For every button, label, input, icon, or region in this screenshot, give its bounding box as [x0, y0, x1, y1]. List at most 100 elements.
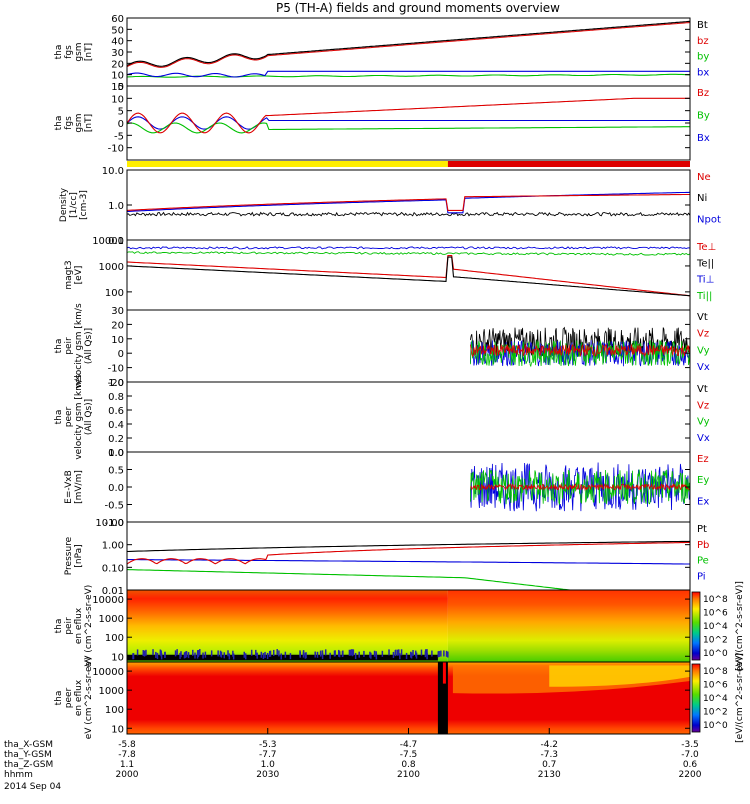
- plot-title: P5 (TH-A) fields and ground moments over…: [276, 1, 560, 15]
- series-bz: [127, 22, 690, 68]
- peir-noise-tick: [314, 651, 316, 658]
- peir-noise-tick: [424, 651, 427, 658]
- panel-peer_vel-legend-1: Vz: [697, 400, 709, 411]
- time-row-value: 1.0: [261, 760, 276, 770]
- peir-noise-tick: [445, 650, 448, 657]
- panel-temp-legend-1: Te||: [696, 258, 714, 269]
- peer-gap-red: [442, 662, 446, 684]
- peir-noise-tick: [269, 650, 272, 657]
- peir-noise-tick: [396, 649, 399, 656]
- peir-noise-tick: [278, 650, 280, 657]
- peir-noise-tick: [268, 650, 271, 657]
- time-row-value: -3.5: [681, 740, 699, 750]
- panel-peir_vel-ytick-label: -20: [108, 378, 124, 389]
- panel-peer_eflux-ylabel: peer: [64, 687, 74, 708]
- panel-temp-legend-2: Ti⊥: [696, 275, 714, 286]
- peir-noise-tick: [349, 649, 352, 656]
- panel-density-ylabel: [cm-3]: [79, 190, 89, 220]
- panel-fgs_mag-ylabel: [nT]: [84, 43, 94, 61]
- panel-pressure-frame: [126, 521, 691, 591]
- peir-noise-tick: [426, 653, 428, 660]
- peir-noise-tick: [352, 649, 355, 656]
- peir-noise-tick: [143, 650, 146, 657]
- panel-temp-ytick-label: 1000: [99, 262, 124, 273]
- peir-noise-tick: [260, 651, 263, 658]
- panel-peir_vel-ylabel: peir: [64, 337, 74, 355]
- peir-noise-tick: [210, 650, 213, 657]
- peir-noise-tick: [266, 652, 269, 659]
- peir-noise-tick: [262, 652, 265, 659]
- panel-density-data: [127, 191, 690, 217]
- mode-bar-segment-1: [447, 161, 690, 167]
- panel-density-ylabel: Density: [59, 187, 69, 222]
- peir-spectrogram-right: [447, 590, 690, 662]
- colorbar-0-tick: 10^4: [703, 622, 728, 632]
- peir-noise-tick: [329, 652, 331, 659]
- peir-noise-tick: [159, 649, 162, 656]
- series-Ez: [470, 483, 690, 492]
- colorbar-1-tick: 10^8: [703, 667, 728, 677]
- panel-fgs_mag-data: [127, 20, 690, 78]
- panel-peer_vel-legend-0: Vt: [697, 384, 708, 395]
- panel-fgs_gsm-ytick-label: -10: [108, 144, 124, 155]
- panel-peir_vel-legend-2: Vy: [697, 345, 710, 356]
- peir-noise-tick: [227, 650, 229, 657]
- panel-fgs_mag-legend-3: bx: [697, 67, 709, 78]
- panel-pressure-legend-1: Pb: [697, 540, 709, 551]
- panel-temp-legend-0: Te⊥: [696, 242, 716, 253]
- peir-noise-tick: [392, 651, 395, 658]
- panel-temp-data: [127, 246, 690, 297]
- peir-noise-tick: [426, 649, 428, 656]
- panel-fgs_gsm-ylabel: tha: [54, 116, 64, 131]
- peir-noise-tick: [174, 650, 177, 657]
- series-Vz: [470, 343, 690, 358]
- time-row-value: -7.3: [540, 750, 558, 760]
- panel-efield-data: [470, 462, 690, 512]
- panel-fgs_mag-ylabel: fgs: [64, 45, 74, 59]
- peir-noise-tick: [370, 652, 372, 659]
- peir-noise-tick: [220, 651, 223, 658]
- colorbar-0-label: [eV/(cm^2-s-sr-eV)]: [735, 581, 745, 671]
- panel-efield-legend-2: Ex: [697, 496, 709, 507]
- panel-peir_eflux-ytick-label: 100: [105, 633, 124, 644]
- panel-peir_eflux-ylabel: en eflux: [74, 607, 84, 644]
- series-Bx: [127, 116, 690, 130]
- panel-pressure-ytick-label: 10.00: [95, 518, 124, 529]
- series-by: [127, 73, 690, 78]
- series-By: [127, 122, 690, 134]
- peir-noise-tick: [398, 649, 400, 656]
- peir-noise-tick: [305, 652, 307, 659]
- peer-upper-band-yellow: [549, 665, 690, 687]
- colorbar-1-label: [eV/(cm^2-s-sr-eV)]: [735, 653, 745, 743]
- panel-peir_vel-ylabel: velocity gsm [km/s: [74, 303, 84, 389]
- panel-efield-legend-1: Ey: [697, 475, 709, 486]
- panel-pressure-ylabel: Pressure: [64, 536, 74, 575]
- panel-fgs_gsm-ytick-label: 15: [111, 82, 124, 93]
- time-axis-date: 2014 Sep 04: [4, 782, 61, 792]
- panel-fgs_mag-legend-0: Bt: [697, 20, 708, 31]
- panel-peer_eflux-ytick-label: 10000: [92, 667, 124, 678]
- panel-peer_eflux-ytick-label: 10: [111, 724, 124, 735]
- panel-density-ylabel: [1/cc]: [69, 192, 79, 218]
- peir-noise-tick: [202, 652, 204, 659]
- peir-noise-tick: [255, 649, 257, 656]
- panel-peer_vel-ytick-label: 0.0: [108, 448, 124, 459]
- peir-noise-tick: [284, 651, 287, 658]
- time-row-value: 2130: [538, 770, 561, 780]
- panel-peir_vel-ytick-label: 10: [111, 335, 124, 346]
- panel-peir_eflux-ylabel: tha: [54, 619, 64, 634]
- peir-noise-tick: [410, 651, 412, 658]
- panel-efield-ylabel: E=-VxB: [64, 470, 74, 504]
- panel-peir_eflux-ylabel: peir: [64, 617, 74, 635]
- peir-noise-tick: [338, 650, 340, 657]
- series-Pe: [127, 569, 575, 590]
- peir-spectrogram-left: [127, 590, 448, 662]
- panel-fgs_mag-ylabel: tha: [54, 45, 64, 60]
- mode-bar-segment-0: [127, 161, 448, 167]
- peir-noise-tick: [369, 651, 371, 658]
- peir-noise-tick: [272, 649, 275, 656]
- peir-noise-tick: [400, 649, 403, 656]
- panel-fgs_gsm-ytick-label: -5: [114, 131, 124, 142]
- panel-efield-legend-0: Ez: [697, 454, 709, 465]
- peir-noise-tick: [145, 649, 147, 656]
